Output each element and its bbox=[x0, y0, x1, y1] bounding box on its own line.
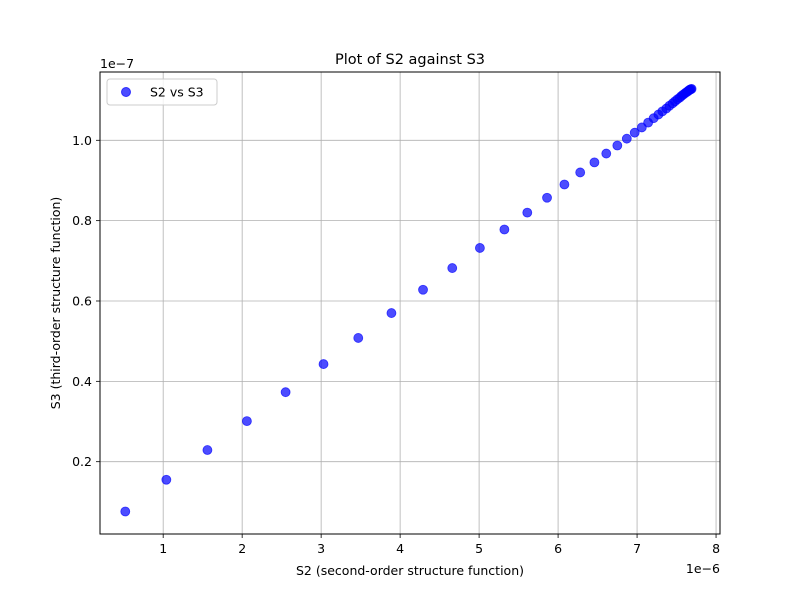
legend-marker bbox=[121, 87, 131, 97]
scatter-point bbox=[542, 192, 552, 203]
x-axis-ticks: 1 2 3 4 5 6 7 8 bbox=[159, 534, 720, 556]
x-tick-label: 4 bbox=[396, 541, 404, 556]
y-tick-label: 0.2 bbox=[72, 454, 92, 469]
scatter-point bbox=[120, 506, 131, 517]
y-tick-label: 1.0 bbox=[72, 133, 92, 148]
scatter-point bbox=[621, 133, 632, 144]
scatter-point bbox=[318, 359, 329, 369]
x-tick-label: 2 bbox=[238, 541, 246, 556]
y-axis-ticks: 0.2 0.4 0.6 0.8 1.0 bbox=[72, 133, 100, 469]
scatter-point bbox=[686, 83, 697, 94]
scatter-point bbox=[522, 207, 533, 218]
scatter-point bbox=[589, 157, 600, 168]
scatter-point bbox=[447, 263, 458, 273]
scatter-point bbox=[474, 243, 485, 253]
legend-label: S2 vs S3 bbox=[150, 85, 204, 100]
scatter-point bbox=[242, 416, 252, 427]
scatter-point bbox=[418, 284, 428, 295]
data-points bbox=[120, 83, 697, 517]
legend: S2 vs S3 bbox=[106, 78, 218, 106]
scatter-point bbox=[280, 387, 291, 398]
y-axis-label: S3 (third-order structure function) bbox=[48, 197, 63, 410]
scatter-point bbox=[575, 167, 586, 178]
y-tick-label: 0.8 bbox=[72, 213, 92, 228]
legend-box bbox=[106, 78, 218, 106]
x-tick-label: 5 bbox=[475, 541, 483, 556]
x-tick-label: 3 bbox=[317, 541, 325, 556]
chart-title: Plot of S2 against S3 bbox=[335, 52, 485, 68]
y-axis-offset-text: 1e−7 bbox=[100, 56, 134, 71]
x-tick-label: 7 bbox=[633, 541, 641, 556]
y-tick-label: 0.6 bbox=[72, 293, 92, 308]
x-tick-label: 6 bbox=[554, 541, 562, 556]
y-tick-label: 0.4 bbox=[72, 374, 92, 389]
scatter-point bbox=[612, 140, 623, 151]
scatter-point bbox=[601, 148, 612, 159]
x-tick-label: 1 bbox=[159, 541, 167, 556]
x-axis-label: S2 (second-order structure function) bbox=[296, 563, 524, 578]
axes-frame bbox=[99, 71, 721, 535]
scatter-point bbox=[386, 308, 397, 318]
scatter-point bbox=[161, 474, 172, 485]
x-axis-offset-text: 1e−6 bbox=[686, 561, 720, 576]
scatter-point bbox=[559, 179, 570, 190]
scatter-point bbox=[353, 333, 364, 343]
scatter-point bbox=[499, 224, 510, 235]
scatter-point bbox=[629, 127, 640, 138]
scatter-point bbox=[202, 445, 213, 455]
x-tick-label: 8 bbox=[712, 541, 720, 556]
grid-lines bbox=[100, 72, 720, 534]
